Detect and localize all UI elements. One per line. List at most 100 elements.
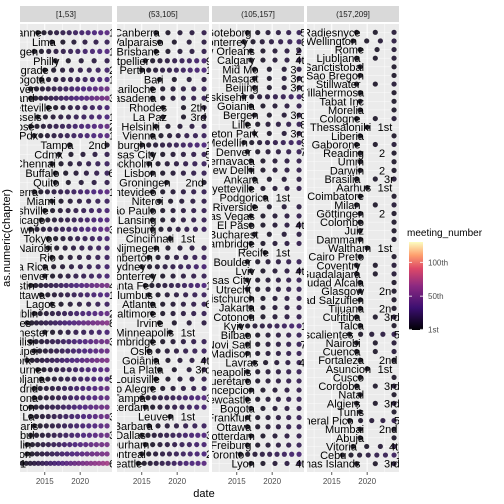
- data-point: [275, 424, 281, 430]
- data-point: [104, 198, 110, 204]
- point-label: Colombo: [320, 217, 364, 229]
- point-label: Boston: [0, 402, 34, 414]
- point-label: Rotterdam: [204, 431, 255, 443]
- data-point: [391, 133, 397, 139]
- data-point: [272, 57, 278, 63]
- data-point: [54, 30, 60, 36]
- data-point: [296, 176, 302, 182]
- data-point: [201, 264, 207, 270]
- data-point: [353, 115, 360, 122]
- data-point: [284, 268, 290, 274]
- data-point: [267, 323, 273, 329]
- data-point: [353, 176, 360, 182]
- data-point: [265, 341, 271, 347]
- data-point: [357, 452, 363, 458]
- data-point: [29, 357, 35, 363]
- data-point: [194, 451, 200, 457]
- data-point: [192, 133, 199, 139]
- data-point: [104, 339, 110, 345]
- data-point: [162, 264, 168, 270]
- data-point: [80, 413, 87, 420]
- point-label: Denver: [216, 147, 252, 159]
- data-point: [91, 226, 97, 232]
- data-point: [75, 413, 81, 420]
- data-point: [166, 67, 173, 73]
- data-point: [142, 441, 148, 448]
- point-label: San José: [0, 121, 35, 133]
- data-point: [68, 423, 74, 429]
- data-point: [66, 339, 72, 345]
- data-point: [44, 189, 51, 195]
- point-label: Chicago: [5, 215, 45, 227]
- data-point: [164, 423, 170, 429]
- data-point: [255, 149, 261, 155]
- point-label: Rio: [39, 252, 56, 264]
- data-point: [98, 423, 104, 429]
- data-point: [40, 441, 46, 448]
- data-point: [52, 170, 58, 176]
- data-point: [135, 460, 141, 466]
- data-point: [99, 357, 105, 363]
- point-label: Amsterdam: [93, 402, 149, 414]
- data-point: [264, 139, 271, 146]
- data-point: [382, 452, 389, 458]
- data-point: [191, 339, 197, 345]
- x-axis-title: date: [193, 488, 214, 500]
- data-point: [281, 176, 287, 182]
- data-point: [182, 395, 188, 401]
- data-point: [372, 55, 378, 61]
- data-point: [150, 441, 156, 448]
- data-point: [164, 432, 170, 438]
- data-point: [272, 433, 278, 439]
- data-point: [51, 460, 58, 466]
- data-point: [364, 124, 370, 130]
- data-point: [284, 405, 290, 412]
- data-point: [241, 94, 247, 100]
- point-label: Cape Town: [0, 224, 35, 236]
- point-label: New York: [0, 355, 32, 367]
- data-point: [49, 198, 55, 204]
- data-point: [286, 396, 292, 402]
- data-point: [167, 329, 173, 335]
- facet-strip: [20, 6, 112, 22]
- point-label: Cincinnati: [126, 234, 174, 246]
- meeting-count-label: 7th: [300, 147, 315, 159]
- data-point: [286, 286, 292, 292]
- data-point: [45, 376, 51, 382]
- data-point: [374, 452, 380, 458]
- point-label: Fayetteville: [0, 103, 52, 115]
- meeting-count-label: 12th: [206, 65, 227, 77]
- data-point: [286, 259, 292, 265]
- data-point: [60, 76, 66, 83]
- data-point: [353, 400, 360, 406]
- data-point: [28, 86, 34, 92]
- data-point: [168, 282, 175, 289]
- data-point: [91, 376, 97, 382]
- data-point: [98, 432, 104, 438]
- data-point: [31, 310, 37, 317]
- point-label: Miami: [27, 196, 56, 208]
- data-point: [104, 189, 110, 195]
- data-point: [99, 441, 105, 448]
- data-point: [201, 385, 207, 392]
- data-point: [139, 451, 145, 457]
- panel-points: CanberraValparaisoBrisbaneMontpellier9th…: [93, 28, 227, 470]
- data-point: [68, 95, 74, 101]
- data-point: [66, 142, 73, 148]
- data-point: [284, 167, 290, 173]
- data-point: [284, 240, 290, 247]
- data-point: [50, 114, 56, 120]
- data-point: [157, 441, 163, 448]
- point-label: Ames: [3, 318, 32, 330]
- data-point: [77, 189, 84, 195]
- data-point: [260, 222, 266, 228]
- data-point: [192, 348, 198, 354]
- point-label: Atlanta: [122, 299, 157, 311]
- data-point: [104, 236, 110, 242]
- data-point: [278, 39, 284, 45]
- data-point: [265, 259, 271, 265]
- point-label: Istanbul: [0, 430, 35, 442]
- data-point: [86, 254, 92, 260]
- data-point: [357, 228, 363, 234]
- data-point: [68, 282, 74, 289]
